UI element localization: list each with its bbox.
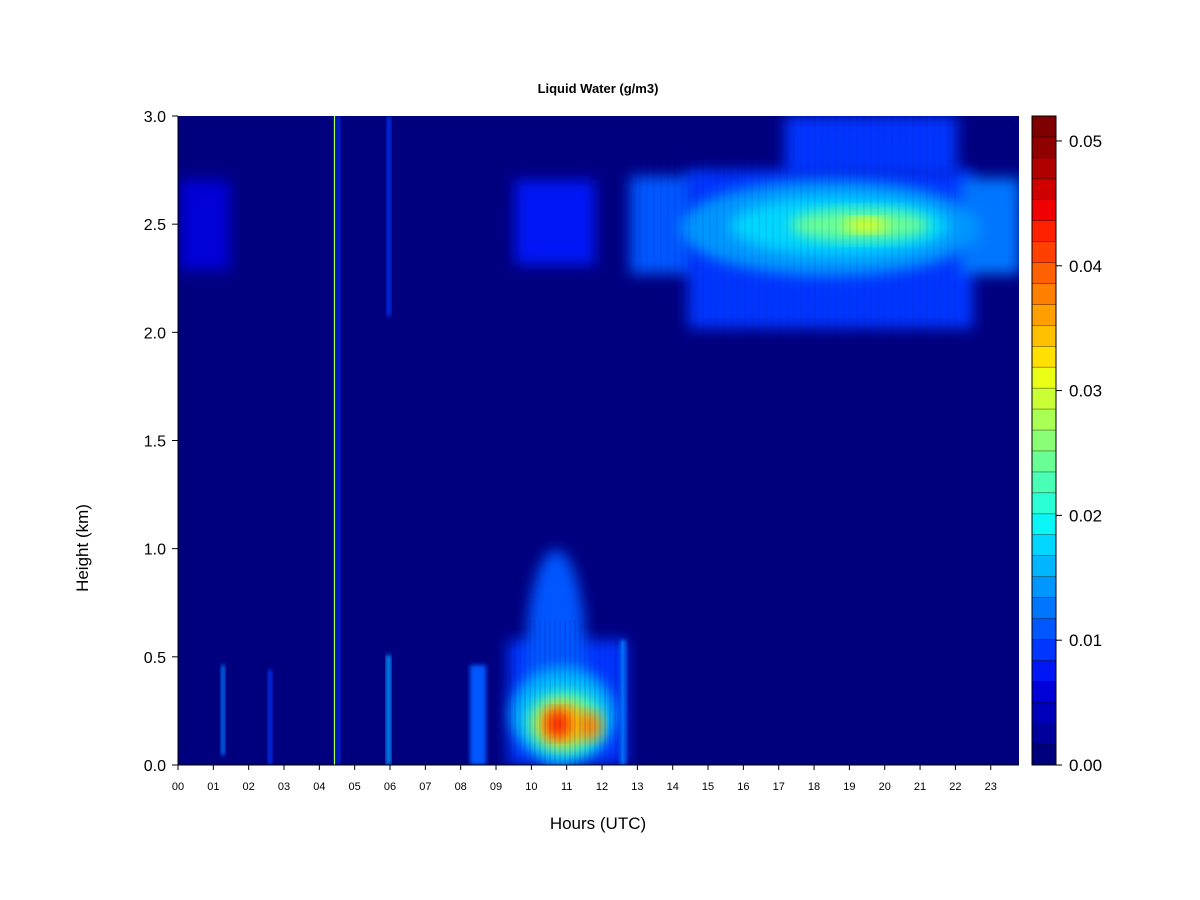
colorbar-swatch	[1032, 471, 1056, 494]
colorbar-tick-label: 0.04	[1069, 257, 1102, 276]
colorbar-swatch	[1032, 388, 1056, 410]
x-tick-label: 16	[737, 781, 749, 793]
colorbar-swatch	[1032, 241, 1056, 263]
colorbar-swatch	[1032, 702, 1056, 724]
y-tick-label: 0.5	[144, 650, 166, 667]
upper-cloud-peak	[844, 218, 888, 232]
colorbar-tick-label: 0.01	[1069, 631, 1102, 650]
colorbar-swatch	[1032, 409, 1056, 431]
x-tick-label: 21	[914, 781, 926, 793]
colorbar-swatch	[1032, 597, 1056, 619]
x-axis-label: Hours (UTC)	[550, 814, 646, 833]
y-tick-label: 2.5	[144, 217, 166, 234]
colorbar-swatch	[1032, 555, 1056, 577]
x-tick-label: 10	[525, 781, 537, 793]
colorbar-swatch	[1032, 513, 1056, 536]
y-tick-label: 2.0	[144, 325, 166, 342]
y-axis: 0.0 0.5 1.0 1.5 2.0 2.5 3.0	[144, 109, 178, 775]
colorbar-swatch	[1032, 450, 1056, 473]
x-tick-label: 22	[949, 781, 961, 793]
streak-0600-upper	[387, 116, 391, 316]
chart-title: Liquid Water (g/m3)	[538, 81, 659, 96]
y-tick-label: 0.0	[144, 758, 166, 775]
colorbar-swatch	[1032, 157, 1056, 180]
x-tick-label: 20	[879, 781, 891, 793]
colorbar-swatch	[1032, 723, 1056, 745]
colorbar-swatch	[1032, 199, 1056, 221]
x-tick-label: 00	[172, 781, 184, 793]
x-tick-label: 08	[455, 781, 467, 793]
streak-0115	[221, 665, 225, 755]
colorbar-swatch	[1032, 283, 1056, 305]
x-tick-label: 23	[985, 781, 997, 793]
x-axis: 00 01 02 03 04 05 06 07 08 09 10 11 12 13 14 15 16 17 18 19…	[172, 765, 997, 793]
colorbar: 0.00 0.01 0.02 0.03 0.04 0.05	[1031, 115, 1102, 775]
x-tick-label: 06	[384, 781, 396, 793]
y-tick-label: 1.0	[144, 542, 166, 559]
colorbar-swatch	[1032, 346, 1056, 368]
colorbar-tick-label: 0.00	[1069, 756, 1102, 775]
upper-cloud-top-fringe	[785, 116, 957, 176]
colorbar-swatch	[1032, 618, 1056, 640]
x-tick-label: 19	[843, 781, 855, 793]
x-tick-label: 12	[596, 781, 608, 793]
x-tick-label: 04	[313, 781, 325, 793]
x-tick-label: 03	[278, 781, 290, 793]
colorbar-swatch	[1032, 534, 1056, 556]
lower-cloud-right-lobe	[578, 712, 602, 740]
colorbar-tick-label: 0.03	[1069, 382, 1102, 401]
colorbar-swatch	[1032, 681, 1056, 703]
streak-1030-upper	[515, 180, 595, 265]
colorbar-swatch	[1032, 492, 1056, 515]
x-tick-label: 01	[207, 781, 219, 793]
x-tick-label: 07	[419, 781, 431, 793]
x-tick-label: 18	[808, 781, 820, 793]
colorbar-swatch	[1032, 325, 1056, 347]
streak-0845	[620, 640, 626, 765]
x-tick-label: 13	[631, 781, 643, 793]
streak-0820	[470, 665, 486, 765]
colorbar-swatch	[1032, 262, 1056, 284]
colorbar-swatch	[1032, 576, 1056, 598]
colorbar-swatch	[1032, 136, 1056, 159]
y-axis-label: Height (km)	[73, 504, 92, 592]
colorbar-swatch	[1032, 744, 1056, 766]
x-tick-label: 14	[667, 781, 679, 793]
colorbar-frame	[1031, 115, 1057, 766]
colorbar-swatch	[1032, 178, 1056, 201]
x-tick-label: 17	[773, 781, 785, 793]
y-tick-label: 1.5	[144, 434, 166, 451]
streak-0010-upper	[180, 180, 230, 270]
x-tick-label: 05	[349, 781, 361, 793]
heatmap-area	[178, 116, 1019, 765]
colorbar-swatch	[1032, 304, 1056, 326]
colorbar-swatch	[1032, 116, 1056, 138]
x-tick-label: 11	[561, 781, 572, 793]
colorbar-swatch	[1032, 367, 1056, 389]
colorbar-swatch	[1032, 220, 1056, 242]
colorbar-swatch	[1032, 660, 1056, 682]
colorbar-swatch	[1032, 430, 1056, 452]
x-tick-label: 09	[490, 781, 502, 793]
vertical-texture	[509, 116, 956, 765]
x-tick-label: 02	[243, 781, 255, 793]
x-tick-label: 15	[702, 781, 714, 793]
streak-0445	[337, 116, 340, 765]
y-tick-label: 3.0	[144, 109, 166, 126]
lower-cloud-peak	[546, 710, 570, 738]
colorbar-swatch	[1032, 639, 1056, 661]
colorbar-tick-label: 0.05	[1069, 132, 1102, 151]
colorbar-tick-label: 0.02	[1069, 506, 1102, 525]
streak-0230	[268, 670, 272, 765]
streak-0600	[386, 655, 391, 765]
